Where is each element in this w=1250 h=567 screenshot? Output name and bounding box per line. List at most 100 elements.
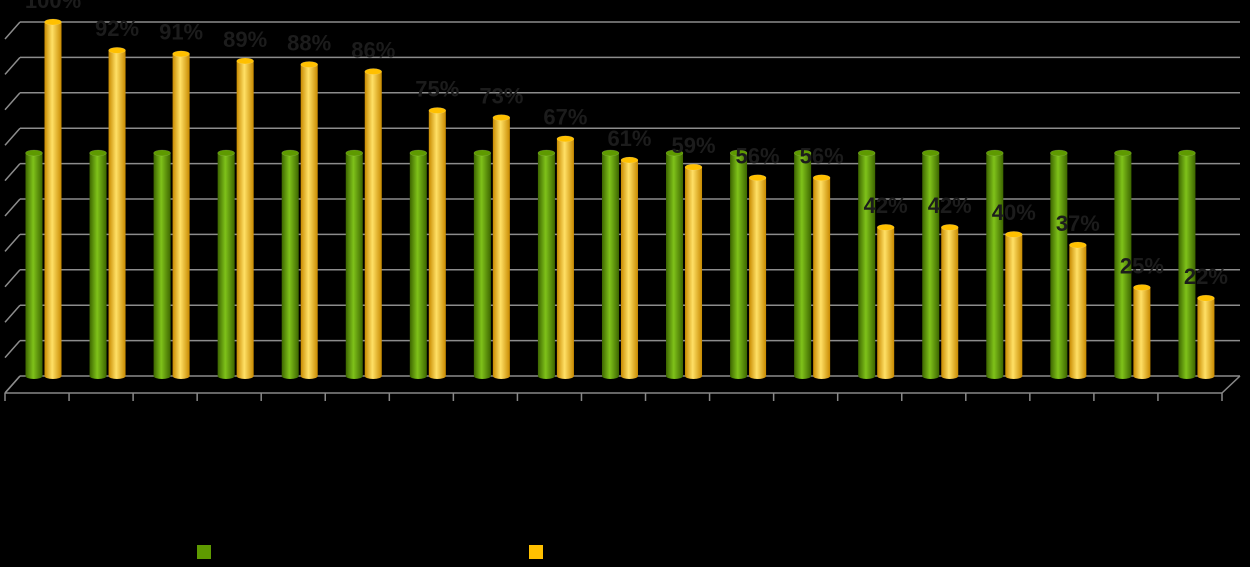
bar-top <box>153 149 171 157</box>
bar <box>1114 152 1132 376</box>
bar <box>281 152 299 376</box>
bar <box>217 152 235 376</box>
bar-base <box>153 373 171 379</box>
bar-top <box>345 149 364 157</box>
bar-top <box>25 149 43 157</box>
grid-line-depth <box>4 56 21 75</box>
bar-base <box>236 373 254 379</box>
data-label: 75% <box>415 76 459 101</box>
data-label: 40% <box>992 200 1036 225</box>
bar-top <box>409 149 428 157</box>
bar-base <box>1114 373 1132 379</box>
grid-line-depth <box>4 233 21 252</box>
bar-top <box>492 114 511 121</box>
bar-top <box>300 61 318 68</box>
bar <box>153 152 171 376</box>
bar-top <box>428 107 447 114</box>
bar-top <box>556 135 575 143</box>
data-label: 22% <box>1184 264 1228 289</box>
bar-top <box>620 156 639 164</box>
bar-base <box>217 373 235 379</box>
bar <box>89 152 107 376</box>
bar <box>749 177 767 376</box>
grid-line-depth <box>4 304 21 323</box>
bar-top <box>89 149 107 157</box>
bar <box>236 60 254 376</box>
grid-line-depth <box>4 21 21 40</box>
bar-top <box>748 174 767 182</box>
data-label: 37% <box>1056 211 1100 236</box>
grid-line-depth <box>4 269 21 288</box>
bar-base <box>922 373 940 379</box>
bar-base <box>666 373 684 379</box>
bar-base <box>172 373 190 379</box>
bar-top <box>1069 241 1087 249</box>
legend-swatch <box>529 545 543 559</box>
bar <box>428 110 446 376</box>
bar-top <box>812 174 831 182</box>
bar <box>492 117 510 376</box>
bar <box>685 167 703 376</box>
bar-top <box>172 50 190 58</box>
legend-swatch <box>197 545 211 559</box>
bar-top <box>281 149 299 157</box>
data-label: 42% <box>864 193 908 218</box>
bar-top <box>473 149 492 157</box>
bar-base <box>685 373 703 379</box>
bar <box>666 152 684 376</box>
grid-line-depth <box>4 92 21 111</box>
bar-top <box>217 149 235 157</box>
grid-line-depth <box>4 163 21 182</box>
bar-base <box>986 373 1004 379</box>
bar-base <box>89 373 107 379</box>
bar-base <box>730 373 748 379</box>
grid-line-depth <box>4 198 21 217</box>
bar <box>1133 287 1151 376</box>
bar-base <box>1133 373 1151 379</box>
axis-depth <box>1221 375 1241 394</box>
bar <box>1050 152 1068 376</box>
bar <box>620 160 638 376</box>
bar-base <box>1069 373 1087 379</box>
bar-base <box>428 373 446 379</box>
bar <box>1178 152 1196 376</box>
bar <box>556 138 574 376</box>
data-label: 25% <box>1120 253 1164 278</box>
bar-base <box>1178 373 1196 379</box>
bar-base <box>300 373 318 379</box>
bar <box>986 152 1004 376</box>
bar-base <box>1050 373 1068 379</box>
bar-base <box>794 373 812 379</box>
bar-top <box>986 149 1004 157</box>
bar-top <box>921 149 940 157</box>
bar <box>1197 298 1215 376</box>
bar <box>172 53 190 377</box>
bar-base <box>25 373 43 379</box>
bar-base <box>941 373 959 379</box>
bar-top <box>601 149 620 157</box>
bar-base <box>44 373 62 379</box>
data-label: 59% <box>672 133 716 158</box>
bar-base <box>409 373 427 379</box>
grid-line-depth <box>4 340 21 359</box>
bar <box>25 152 43 376</box>
data-label: 73% <box>479 83 523 108</box>
bar-base <box>537 373 555 379</box>
bar-base <box>620 373 638 379</box>
data-label: 67% <box>543 105 587 130</box>
bar-base <box>345 373 363 379</box>
bar-base <box>108 373 126 379</box>
bar-base <box>473 373 491 379</box>
bar-top <box>364 68 383 75</box>
bar-base <box>1005 373 1023 379</box>
bar-top <box>1133 284 1151 291</box>
bar-top <box>857 149 876 157</box>
bar <box>813 177 831 376</box>
bar-base <box>281 373 299 379</box>
bar <box>108 50 126 376</box>
bar-top <box>665 149 684 157</box>
data-label: 91% <box>159 20 203 45</box>
bar <box>345 152 363 376</box>
grid-line-depth <box>4 375 21 394</box>
